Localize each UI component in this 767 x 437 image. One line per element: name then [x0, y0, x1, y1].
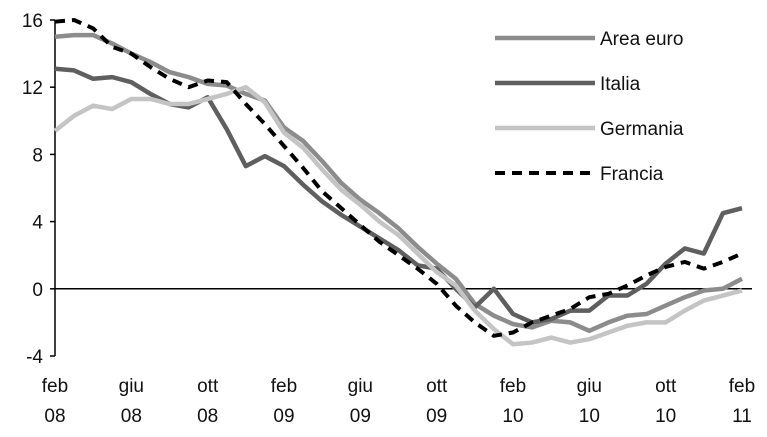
x-tick-label: giu 08 [119, 376, 144, 427]
x-tick-label: feb 08 [42, 376, 68, 427]
x-tick-label: ott 09 [426, 376, 448, 427]
x-tick-label: giu 09 [348, 376, 373, 427]
x-tick-label: feb 10 [500, 376, 526, 427]
series-line [54, 32, 744, 334]
x-tick-label: feb 11 [729, 376, 755, 427]
x-tick-label: ott 08 [197, 376, 219, 427]
legend-label: Germania [600, 119, 684, 140]
series-line [54, 66, 743, 325]
series-line [54, 18, 743, 338]
x-tick-label: feb 09 [271, 376, 297, 427]
y-tick-label: 8 [32, 145, 43, 166]
legend-label: Area euro [600, 29, 683, 50]
x-tick-label: ott 10 [655, 376, 677, 427]
legend-label: Francia [600, 164, 664, 185]
series-line [53, 84, 743, 347]
y-tick-label: 4 [32, 213, 43, 234]
y-tick-label: 16 [22, 11, 43, 32]
y-tick-label: -4 [26, 347, 43, 368]
y-tick-label: 12 [22, 78, 43, 99]
legend-label: Italia [600, 74, 641, 95]
y-tick-label: 0 [32, 280, 43, 301]
x-tick-label: giu 10 [577, 376, 602, 427]
